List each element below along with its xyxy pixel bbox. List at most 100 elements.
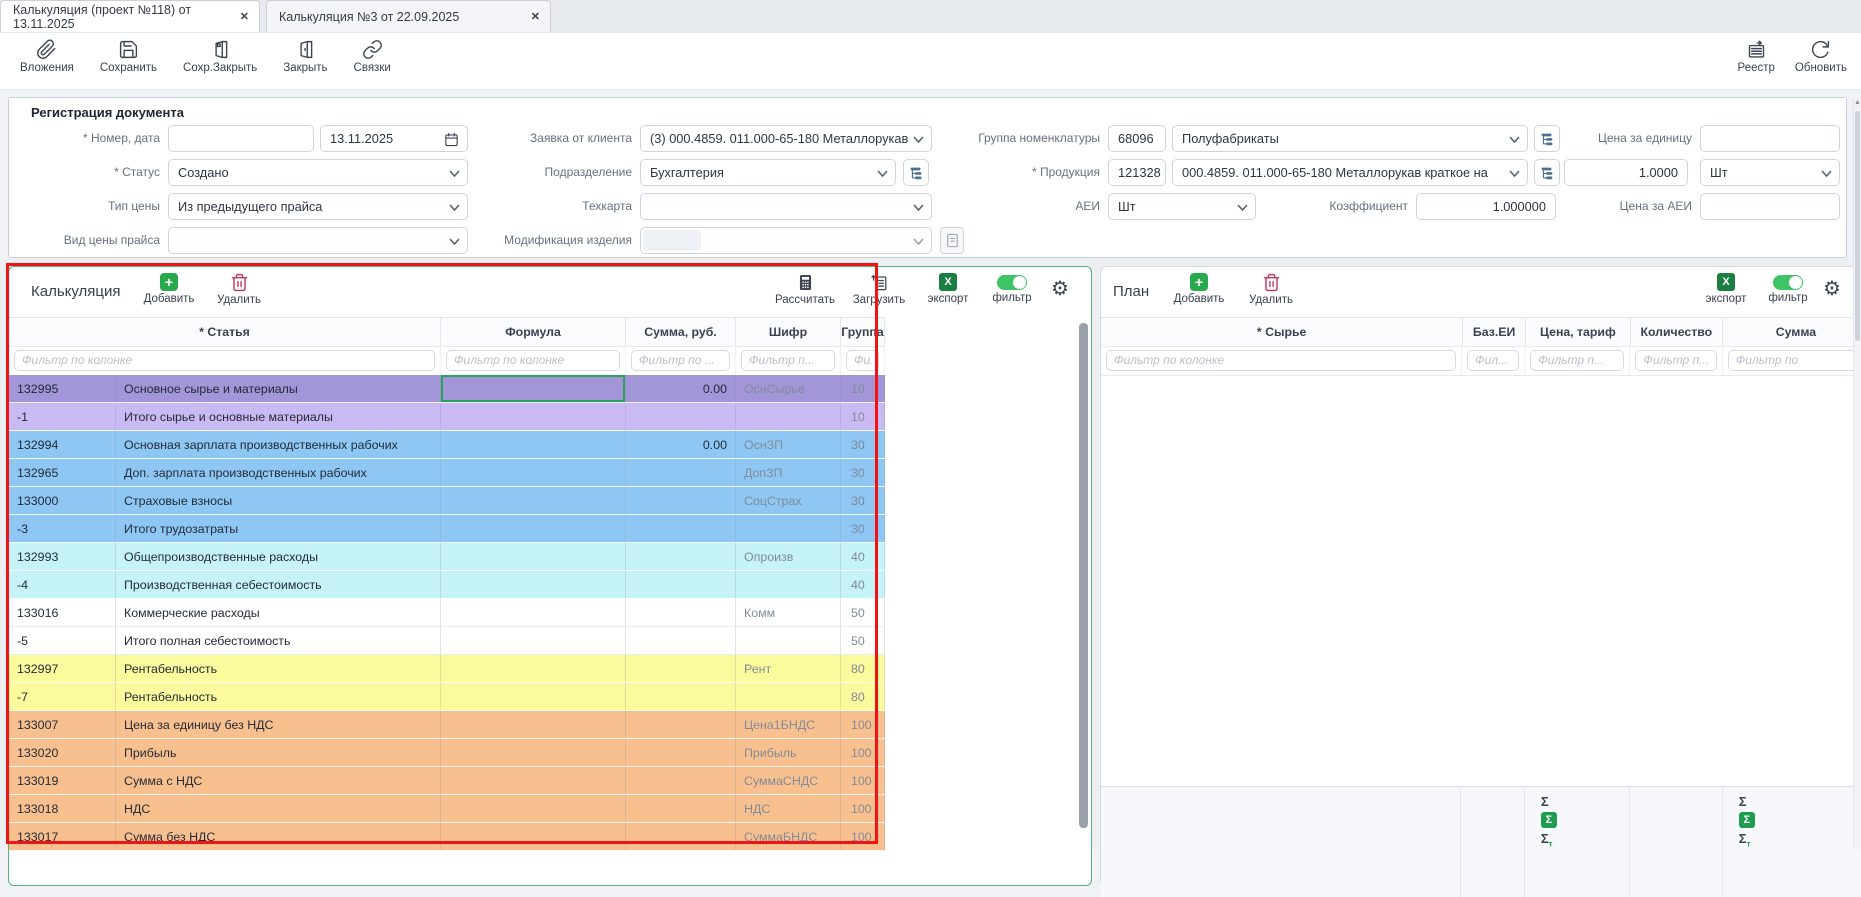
table-row[interactable]: 133018 НДС НДС 100 bbox=[9, 795, 885, 823]
row-sum-cell[interactable] bbox=[626, 739, 736, 766]
status-select[interactable]: Создано bbox=[168, 159, 468, 186]
row-article-cell[interactable]: Рентабельность bbox=[116, 655, 441, 682]
row-id-cell[interactable]: -7 bbox=[9, 683, 116, 710]
row-sum-cell[interactable] bbox=[626, 459, 736, 486]
row-code-cell[interactable]: Рент bbox=[736, 655, 841, 682]
add-row-button[interactable]: + Добавить bbox=[143, 273, 195, 305]
row-group-cell[interactable]: 100 bbox=[841, 823, 885, 850]
attachments-button[interactable]: Вложения bbox=[20, 39, 74, 74]
row-code-cell[interactable] bbox=[736, 515, 841, 542]
row-id-cell[interactable]: -3 bbox=[9, 515, 116, 542]
registry-button[interactable]: Реестр bbox=[1738, 39, 1775, 74]
save-button[interactable]: Сохранить bbox=[100, 39, 157, 74]
table-row[interactable]: 132995 Основное сырье и материалы 0.00 ОснС… bbox=[9, 375, 885, 403]
plan-filter-input[interactable] bbox=[1530, 349, 1625, 371]
row-article-cell[interactable]: Доп. зарплата производственных рабочих bbox=[116, 459, 441, 486]
row-group-cell[interactable]: 10 bbox=[841, 403, 885, 430]
close-icon[interactable]: ✕ bbox=[239, 11, 249, 23]
row-code-cell[interactable]: Цена1БНДС bbox=[736, 711, 841, 738]
row-article-cell[interactable]: Производственная себестоимость bbox=[116, 571, 441, 598]
row-code-cell[interactable]: Комм bbox=[736, 599, 841, 626]
row-id-cell[interactable]: 133016 bbox=[9, 599, 116, 626]
row-id-cell[interactable]: 133019 bbox=[9, 767, 116, 794]
row-id-cell[interactable]: -4 bbox=[9, 571, 116, 598]
row-formula-cell[interactable] bbox=[441, 487, 626, 514]
row-sum-cell[interactable] bbox=[626, 515, 736, 542]
page-scrollbar[interactable]: ▲ bbox=[1853, 97, 1861, 849]
tab-calculation-3[interactable]: Калькуляция №3 от 22.09.2025 ✕ bbox=[266, 0, 551, 32]
row-group-cell[interactable]: 30 bbox=[841, 515, 885, 542]
table-row[interactable]: 133007 Цена за единицу без НДС Цена1БНДС 10… bbox=[9, 711, 885, 739]
row-id-cell[interactable]: 133020 bbox=[9, 739, 116, 766]
row-sum-cell[interactable]: 0.00 bbox=[626, 375, 736, 402]
date-input[interactable]: 13.11.2025 bbox=[320, 125, 468, 152]
delete-row-button[interactable]: Удалить bbox=[1241, 273, 1301, 306]
row-sum-cell[interactable] bbox=[626, 627, 736, 654]
row-sum-cell[interactable] bbox=[626, 599, 736, 626]
row-id-cell[interactable]: -5 bbox=[9, 627, 116, 654]
plan-filter-input[interactable] bbox=[1467, 349, 1520, 371]
row-group-cell[interactable]: 80 bbox=[841, 683, 885, 710]
row-group-cell[interactable]: 100 bbox=[841, 739, 885, 766]
row-group-cell[interactable]: 100 bbox=[841, 795, 885, 822]
plan-filter-input[interactable] bbox=[1635, 349, 1717, 371]
row-article-cell[interactable]: Основная зарплата производственных рабоч… bbox=[116, 431, 441, 458]
row-code-cell[interactable] bbox=[736, 627, 841, 654]
row-id-cell[interactable]: 132993 bbox=[9, 543, 116, 570]
row-code-cell[interactable]: ОснЗП bbox=[736, 431, 841, 458]
calc-filter-input[interactable] bbox=[846, 349, 879, 371]
row-article-cell[interactable]: Сумма с НДС bbox=[116, 767, 441, 794]
row-formula-cell[interactable] bbox=[441, 543, 626, 570]
open-modification-button[interactable] bbox=[940, 227, 964, 254]
modification-select[interactable] bbox=[640, 227, 932, 254]
table-row[interactable]: 133020 Прибыль Прибыль 100 bbox=[9, 739, 885, 767]
row-code-cell[interactable] bbox=[736, 683, 841, 710]
table-row[interactable]: 132994 Основная зарплата производственных… bbox=[9, 431, 885, 459]
sum-selected-icon[interactable]: Σ bbox=[1540, 812, 1557, 828]
table-row[interactable]: -1 Итого сырье и основные материалы 10 bbox=[9, 403, 885, 431]
row-article-cell[interactable]: НДС bbox=[116, 795, 441, 822]
plan-filter-input[interactable] bbox=[1106, 349, 1457, 371]
row-article-cell[interactable]: Рентабельность bbox=[116, 683, 441, 710]
row-code-cell[interactable] bbox=[736, 403, 841, 430]
row-article-cell[interactable]: Общепроизводственные расходы bbox=[116, 543, 441, 570]
table-row[interactable]: 133019 Сумма с НДС СуммаСНДС 100 bbox=[9, 767, 885, 795]
table-row[interactable]: 132997 Рентабельность Рент 80 bbox=[9, 655, 885, 683]
row-article-cell[interactable]: Сумма без НДС bbox=[116, 823, 441, 850]
sum-icon[interactable]: Σ bbox=[1738, 794, 1747, 809]
filter-toggle[interactable]: фильтр bbox=[987, 273, 1037, 304]
gear-icon[interactable]: ⚙ bbox=[1823, 278, 1841, 300]
product-code-input[interactable]: 121328 bbox=[1108, 159, 1166, 186]
price-kind-select[interactable] bbox=[168, 227, 468, 254]
row-group-cell[interactable]: 30 bbox=[841, 459, 885, 486]
row-formula-cell[interactable] bbox=[441, 711, 626, 738]
row-article-cell[interactable]: Итого сырье и основные материалы bbox=[116, 403, 441, 430]
product-tree-button[interactable] bbox=[1534, 159, 1560, 186]
row-formula-cell[interactable] bbox=[441, 431, 626, 458]
row-article-cell[interactable]: Основное сырье и материалы bbox=[116, 375, 441, 402]
export-excel-button[interactable]: X экспорт bbox=[919, 273, 977, 305]
table-row[interactable]: 132965 Доп. зарплата производственных раб… bbox=[9, 459, 885, 487]
table-row[interactable]: -5 Итого полная себестоимость 50 bbox=[9, 627, 885, 655]
row-code-cell[interactable]: Прибыль bbox=[736, 739, 841, 766]
aei-price-input[interactable] bbox=[1700, 193, 1840, 220]
scrollbar-up-icon[interactable]: ▲ bbox=[1854, 99, 1861, 106]
calendar-icon[interactable] bbox=[443, 131, 460, 148]
row-sum-cell[interactable] bbox=[626, 711, 736, 738]
sum-total-icon[interactable]: Σт bbox=[1540, 831, 1553, 849]
row-group-cell[interactable]: 40 bbox=[841, 571, 885, 598]
row-formula-cell[interactable] bbox=[441, 795, 626, 822]
links-button[interactable]: Связки bbox=[354, 39, 391, 74]
row-formula-cell[interactable] bbox=[441, 739, 626, 766]
row-formula-cell[interactable] bbox=[441, 571, 626, 598]
row-group-cell[interactable]: 30 bbox=[841, 487, 885, 514]
department-tree-button[interactable] bbox=[903, 159, 929, 186]
close-button[interactable]: Закрыть bbox=[283, 39, 328, 74]
row-id-cell[interactable]: 132995 bbox=[9, 375, 116, 402]
table-row[interactable]: -4 Производственная себестоимость 40 bbox=[9, 571, 885, 599]
row-formula-cell[interactable] bbox=[441, 767, 626, 794]
row-id-cell[interactable]: 133018 bbox=[9, 795, 116, 822]
sum-icon[interactable]: Σ bbox=[1540, 794, 1549, 809]
row-id-cell[interactable]: -1 bbox=[9, 403, 116, 430]
row-sum-cell[interactable] bbox=[626, 767, 736, 794]
